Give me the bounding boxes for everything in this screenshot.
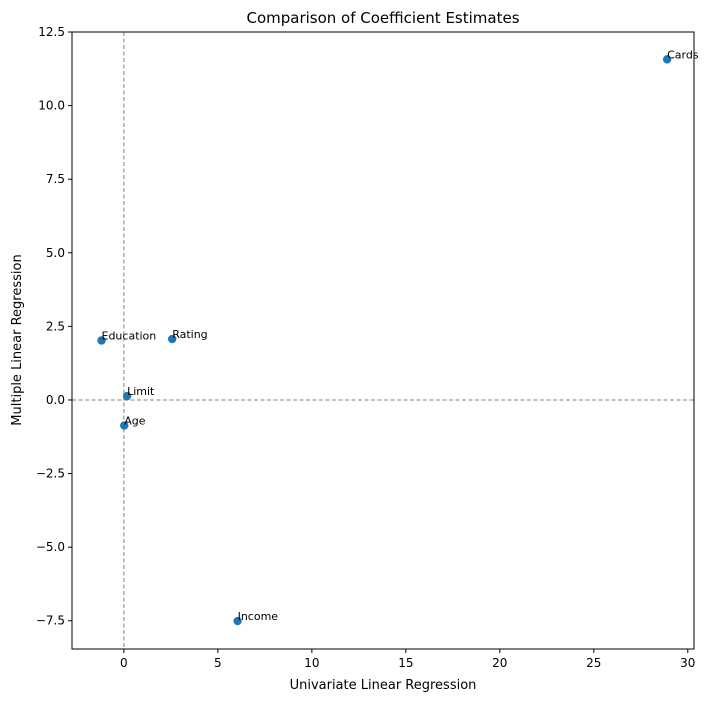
x-axis-ticks: 0 5 10 15 20 25 30 [120,649,695,670]
y-tick-label: 12.5 [38,25,65,39]
point-label: Cards [667,48,699,61]
y-tick-label: 2.5 [46,319,65,333]
data-point [120,421,129,430]
data-point [233,616,242,626]
y-axis-ticks: −7.5 −5.0 −2.5 0.0 2.5 5.0 7.5 10.0 12.5 [36,25,72,628]
y-tick-label: −2.5 [36,467,65,481]
x-tick-label: 15 [398,656,413,670]
x-tick-label: 25 [586,656,601,670]
x-tick-label: 30 [680,656,695,670]
y-tick-label: −7.5 [36,614,65,628]
x-tick-label: 5 [214,656,222,670]
data-point [167,334,177,344]
data-points [97,55,672,626]
point-labels: Cards Rating Education Limit Age Income [102,48,699,623]
y-tick-label: 0.0 [46,393,65,407]
y-tick-label: −5.0 [36,540,65,554]
x-tick-label: 20 [492,656,507,670]
x-tick-label: 10 [304,656,319,670]
data-point [122,391,132,401]
point-label: Limit [127,385,155,398]
point-label: Age [124,415,146,428]
point-label: Education [102,330,157,343]
x-tick-label: 0 [120,656,128,670]
chart-title: Comparison of Coefficient Estimates [246,9,519,27]
y-tick-label: 10.0 [38,99,65,113]
data-point [662,55,672,64]
plot-area-frame [71,31,695,650]
y-axis-label: Multiple Linear Regression [10,254,25,425]
data-point [97,336,106,345]
y-tick-label: 5.0 [46,246,65,260]
point-label: Rating [172,328,207,341]
point-label: Income [238,610,279,623]
y-tick-label: 7.5 [46,172,65,186]
reference-lines [72,32,694,649]
x-axis-label: Univariate Linear Regression [290,678,477,693]
